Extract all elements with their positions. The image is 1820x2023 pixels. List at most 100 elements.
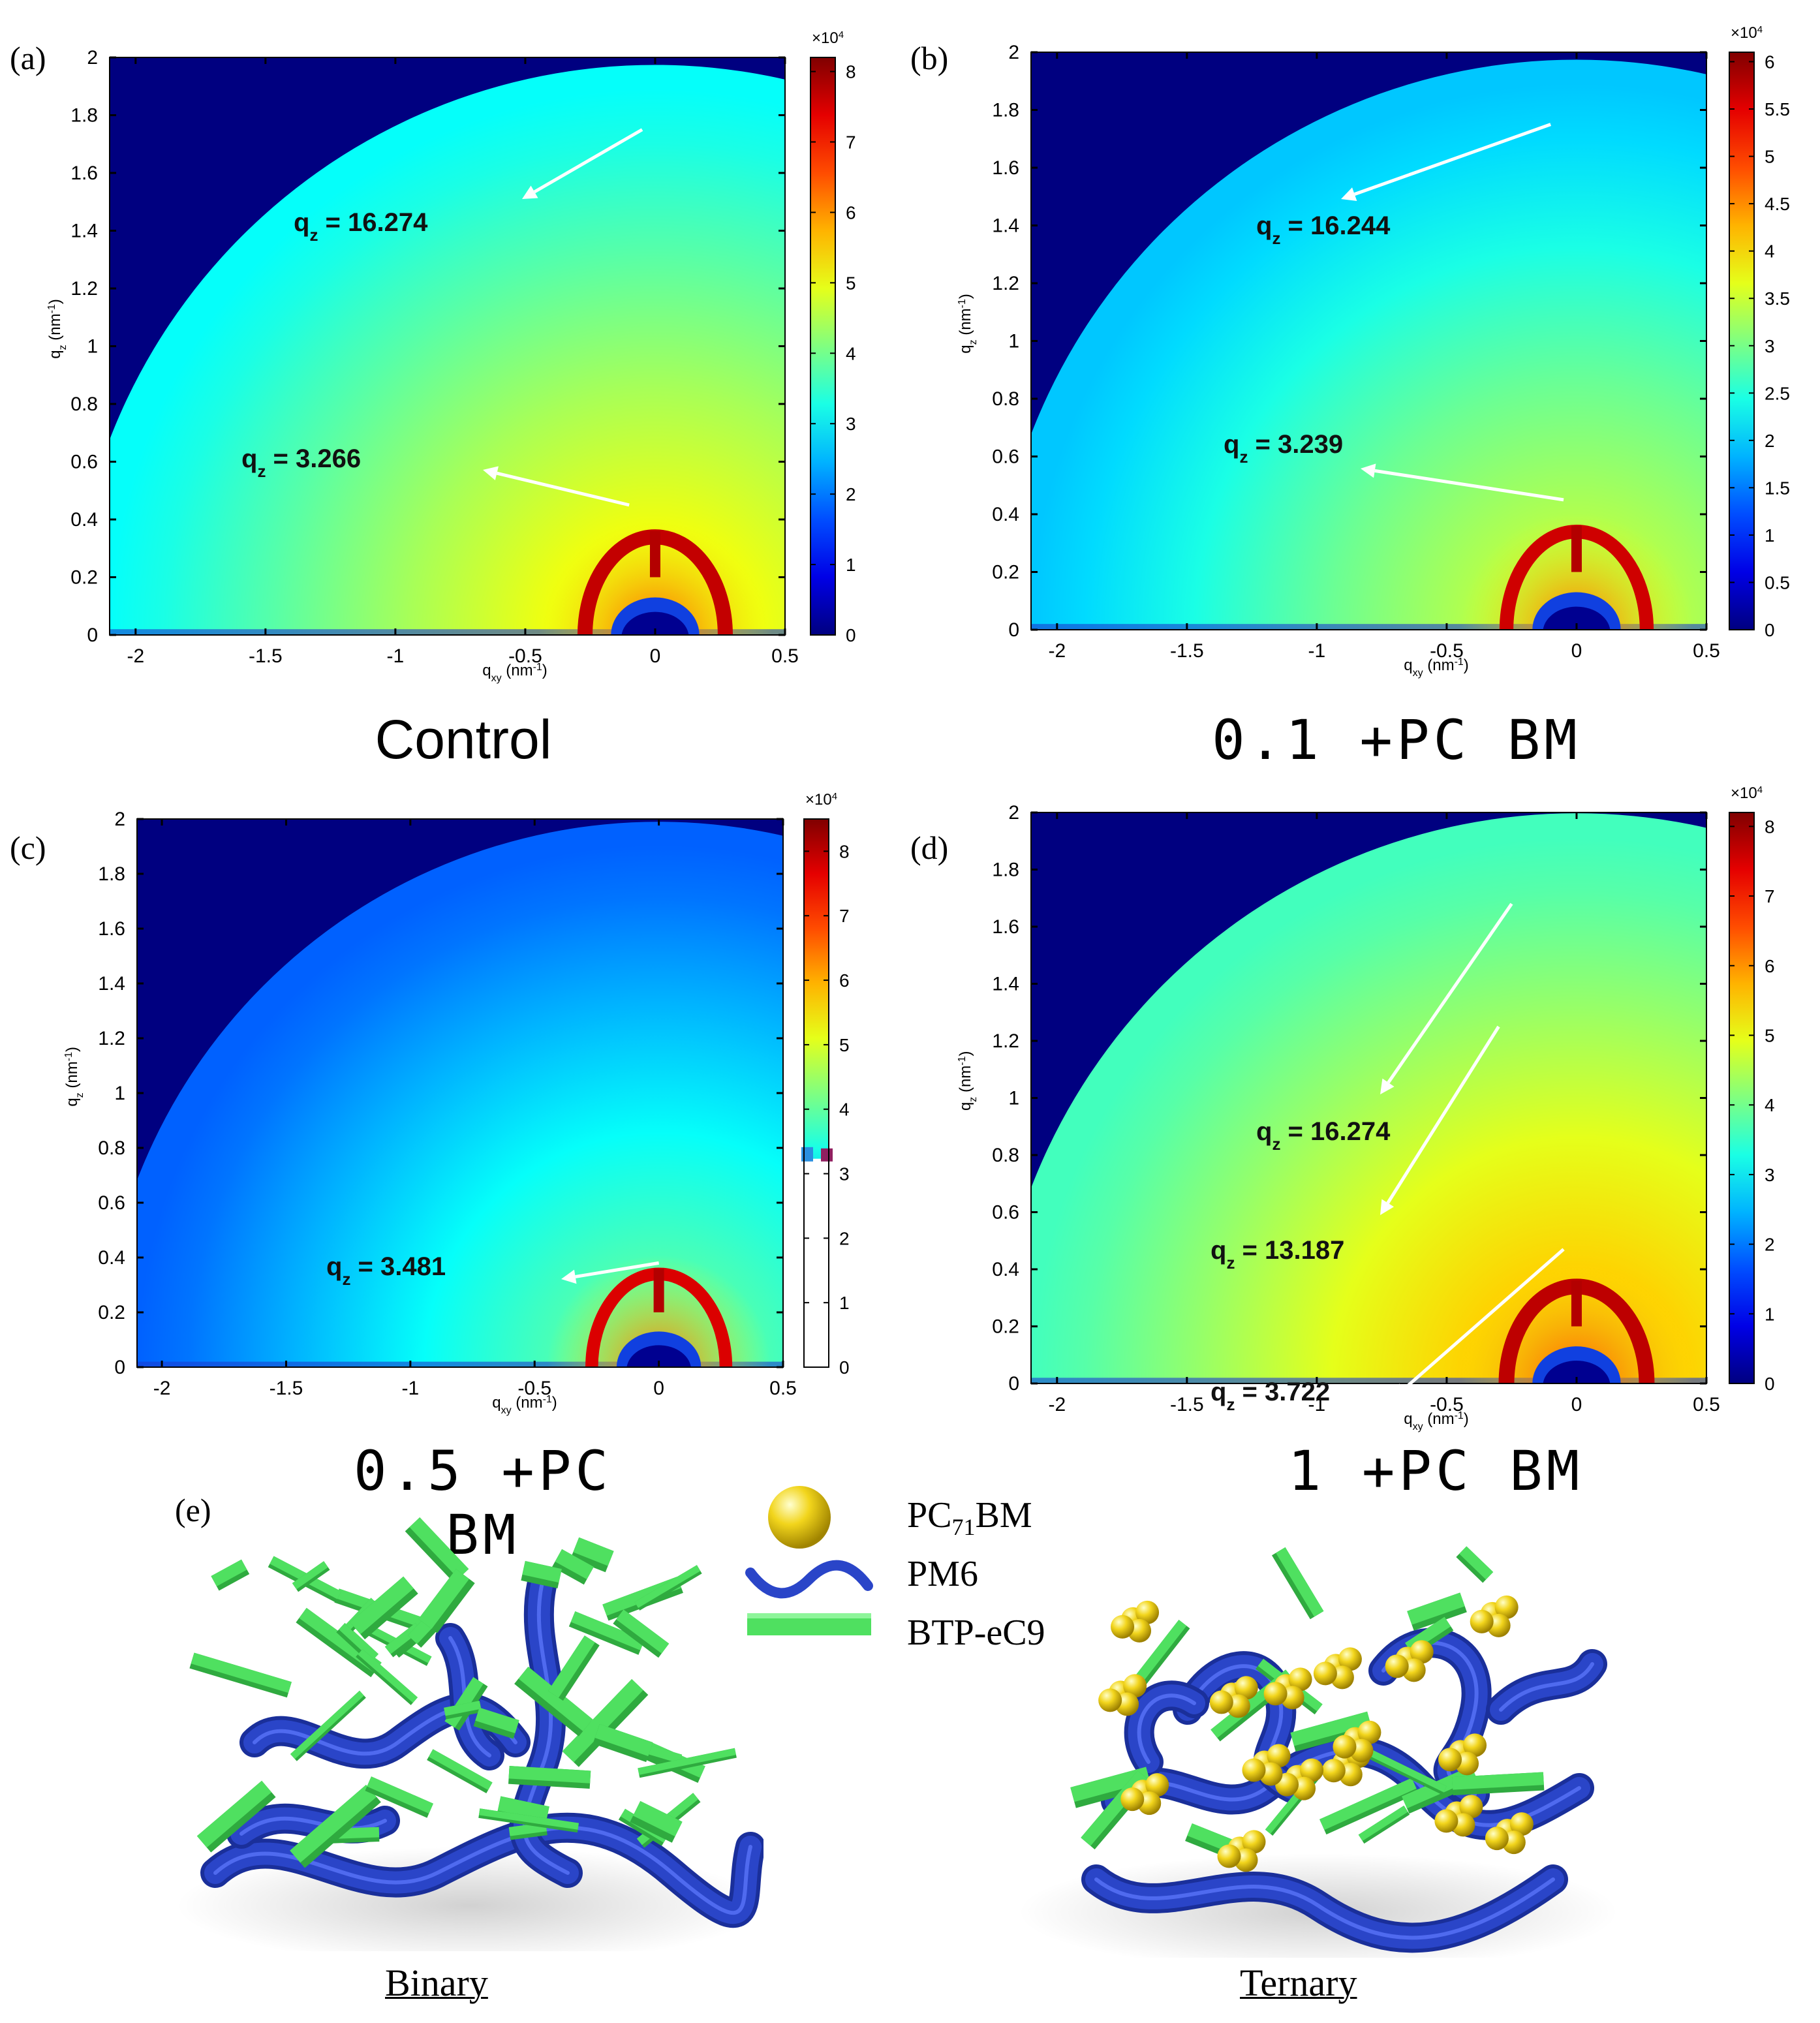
y-axis-label: qz (nm-1) (957, 1051, 979, 1111)
colorbar-tick-label: 6 (846, 202, 856, 223)
colorbar-multiplier: ×104 (812, 29, 844, 48)
y-tick-label: 1.6 (992, 916, 1019, 938)
x-tick-label: -1.5 (249, 645, 283, 667)
colorbar-tick-label: 2 (1765, 1235, 1775, 1255)
legend-pcbm-label: PC71BM (907, 1495, 1032, 1541)
pcbm-cluster (1485, 1812, 1534, 1855)
y-tick-label: 0.6 (70, 452, 98, 473)
colorbar-tick-label: 3 (839, 1164, 850, 1184)
x-tick-label: -2 (1048, 1394, 1066, 1415)
colorbar-tick-label: 6 (1765, 956, 1775, 976)
colorbar-tick-label: 8 (839, 841, 850, 861)
y-tick-label: 0.6 (98, 1192, 125, 1214)
y-tick-label: 0.6 (992, 446, 1019, 468)
colorbar-tick-label: 2.5 (1765, 383, 1790, 403)
binary-blend-illustration (176, 1517, 763, 1951)
scattering-region (137, 822, 783, 1367)
colorbar-tick-label: 4.5 (1765, 194, 1790, 214)
annotation-arrowhead (1361, 463, 1376, 478)
pcbm-cluster (1098, 1674, 1147, 1716)
colorbar-tick-label: 1 (1765, 1304, 1775, 1324)
btp-flake (568, 1611, 645, 1655)
ternary-label: Ternary (1240, 1962, 1357, 2004)
btp-flake (562, 1678, 649, 1767)
y-tick-label: 2 (1008, 42, 1019, 63)
btp-flake (552, 1549, 594, 1585)
colorbar-tick-label: 3 (846, 414, 856, 434)
peak-annotation: qz = 3.481 (326, 1252, 446, 1289)
annotation-arrow (1387, 903, 1513, 1084)
y-tick-label: 1.2 (992, 273, 1019, 294)
y-tick-label: 2 (114, 809, 125, 830)
colorbar (810, 57, 835, 635)
y-tick-label: 1.6 (70, 162, 98, 184)
annotation-arrow (1402, 1248, 1565, 1391)
colorbar-tick-label: 5 (846, 273, 856, 293)
y-tick-label: 2 (1008, 802, 1019, 824)
annotation-arrowhead (1380, 1199, 1395, 1215)
colorbar-tick-label: 0 (846, 625, 856, 645)
y-tick-label: 1.2 (992, 1030, 1019, 1052)
x-tick-label: -0.5 (517, 1378, 551, 1399)
panel-label: (a) (10, 40, 46, 76)
annotation-arrow (533, 128, 643, 194)
colorbar (1729, 812, 1754, 1383)
colorbar-tick-label: 0.5 (1765, 572, 1790, 593)
y-tick-label: 1.4 (70, 221, 98, 242)
x-tick-label: -0.5 (1430, 640, 1464, 662)
btp-flake (1358, 1805, 1410, 1844)
btp-flake (292, 1561, 330, 1592)
btp-flake (634, 1565, 702, 1611)
y-tick-label: 1 (114, 1083, 125, 1104)
btp-flake (1407, 1592, 1467, 1631)
btp-flake (1319, 1778, 1419, 1835)
colorbar (804, 819, 829, 1159)
gisaxs-heatmap-c: -2 -1.5 -1 -0.5 0 0.5 0 0.2 0.4 0.6 0.8 1 1.2 1.4 1.6 1… (63, 791, 850, 1416)
btp-flake (290, 1690, 366, 1761)
btp-flake (478, 1808, 579, 1833)
x-tick-label: -2 (1048, 640, 1066, 662)
x-tick-label: 0.5 (1693, 1394, 1720, 1415)
peak-annotation: qz = 16.274 (1256, 1117, 1391, 1154)
pcbm-cluster (1275, 1758, 1324, 1800)
legend-btp-icon (747, 1613, 871, 1635)
btp-flake (1452, 1772, 1545, 1796)
colorbar-tick-label: 7 (1765, 886, 1775, 906)
btp-flake (593, 1723, 653, 1763)
x-tick-label: 0 (1571, 1394, 1582, 1415)
y-tick-label: 1.8 (992, 859, 1019, 881)
colorbar-tick-label: 3.5 (1765, 288, 1790, 309)
x-tick-label: 0.5 (1693, 640, 1720, 662)
panel-label: (e) (175, 1492, 211, 1528)
colorbar-tick-label: 2 (1765, 431, 1775, 451)
scattering-region (110, 65, 785, 635)
btp-flake (521, 1561, 562, 1589)
y-tick-label: 1.8 (98, 863, 125, 885)
btp-flake (1353, 1742, 1447, 1795)
y-tick-label: 1.6 (98, 918, 125, 940)
y-tick-label: 1.8 (70, 105, 98, 127)
pcbm-cluster (1242, 1744, 1291, 1786)
x-tick-label: -2 (153, 1378, 171, 1399)
y-tick-label: 0.8 (992, 388, 1019, 410)
panel-caption-d: 1 +PC BM (1288, 1439, 1584, 1503)
beamstop-streak (649, 531, 660, 578)
btp-flake (570, 1537, 614, 1573)
btp-flake (365, 1776, 433, 1818)
y-tick-label: 0.2 (992, 562, 1019, 583)
annotation-arrowhead (1380, 1078, 1395, 1094)
annotation-arrow (1374, 469, 1564, 502)
legend-btp-label: BTP-eC9 (907, 1613, 1045, 1653)
x-axis-label: qxy (nm-1) (482, 662, 548, 684)
colorbar-tick-label: 3 (1765, 1165, 1775, 1185)
btp-flake (427, 1749, 493, 1793)
btp-flake (630, 1800, 683, 1843)
colorbar-tick-label: 5.5 (1765, 99, 1790, 119)
panel-caption-a: Control (375, 709, 552, 770)
btp-flake (1290, 1711, 1373, 1752)
pcbm-cluster (1209, 1676, 1258, 1718)
annotation-arrow (496, 471, 630, 507)
colorbar (1729, 52, 1754, 630)
gisaxs-heatmap-d: -2 -1.5 -1 -0.5 0 0.5 0 0.2 0.4 0.6 0.8 1 1.2 1.4 1.6 1… (957, 784, 1775, 1432)
annotation-arrow (575, 1261, 660, 1278)
